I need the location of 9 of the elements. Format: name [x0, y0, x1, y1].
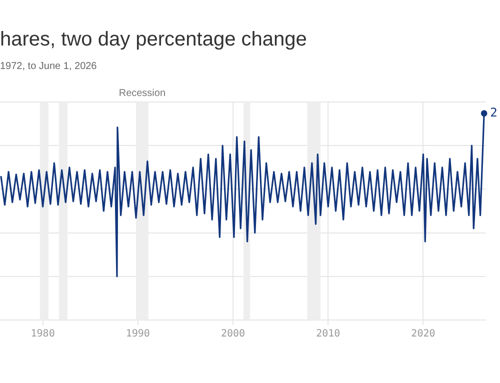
x-tick-label: 1990	[126, 328, 150, 340]
x-tick-label: 1980	[30, 328, 55, 340]
annotation: 2	[490, 105, 498, 120]
x-tick-label: 2020	[411, 328, 436, 340]
chart-subtitle: 1972, to June 1, 2026	[0, 60, 98, 72]
band-label: Recession	[118, 88, 166, 99]
x-tick-label: 2000	[220, 328, 246, 340]
chart-title: hares, two day percentage change	[0, 28, 307, 51]
x-tick-label: 2010	[316, 328, 340, 340]
